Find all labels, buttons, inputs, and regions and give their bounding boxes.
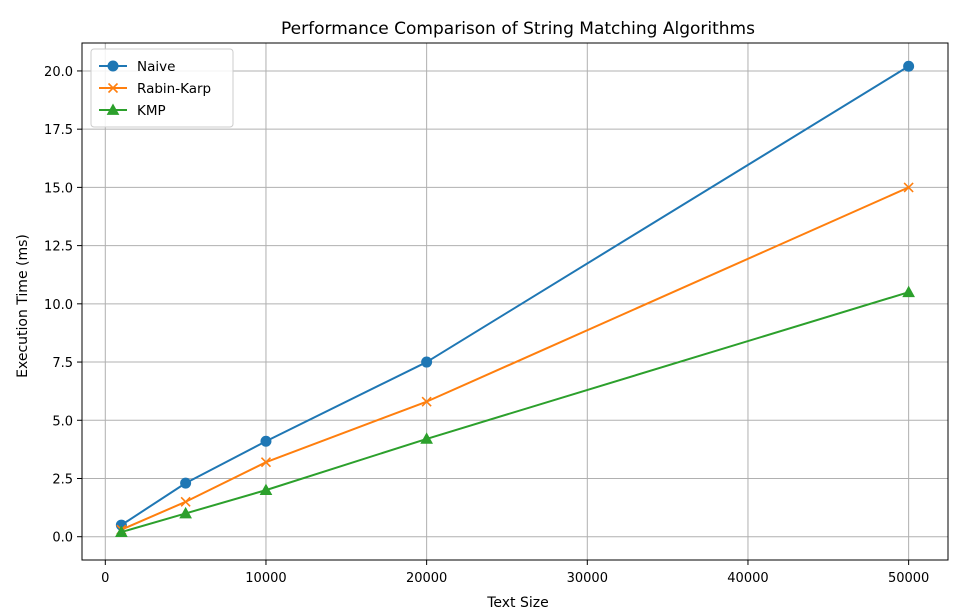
legend-item: KMP bbox=[99, 103, 166, 119]
legend: Naive Rabin-Karp KMP bbox=[90, 48, 234, 128]
legend-label: Naive bbox=[137, 59, 175, 75]
data-point bbox=[902, 285, 915, 298]
y-tick-label: 15.0 bbox=[44, 181, 73, 196]
data-point bbox=[420, 432, 433, 444]
x-axis-label: Text Size bbox=[486, 595, 549, 611]
y-tick-label: 10.0 bbox=[44, 298, 73, 313]
y-tick-label: 0.0 bbox=[52, 531, 73, 546]
tick-layer: 0 10000 20000 30000 40000 50000 0.0 2.5 5.0 7.5 10… bbox=[44, 65, 929, 586]
data-point bbox=[115, 525, 128, 537]
data-point bbox=[421, 356, 433, 368]
legend-item: Rabin-Karp bbox=[99, 81, 211, 97]
x-tick-label: 20000 bbox=[406, 571, 447, 586]
x-tick-label: 40000 bbox=[727, 571, 768, 586]
y-tick-label: 5.0 bbox=[52, 414, 73, 429]
legend-label: Rabin-Karp bbox=[137, 81, 211, 97]
legend-marker bbox=[107, 60, 119, 72]
chart-title: Performance Comparison of String Matchin… bbox=[281, 19, 755, 39]
data-point bbox=[259, 483, 273, 496]
data-point bbox=[180, 496, 191, 507]
data-point bbox=[903, 182, 914, 193]
y-tick-label: 2.5 bbox=[52, 472, 73, 487]
data-point bbox=[260, 457, 272, 468]
y-tick-label: 17.5 bbox=[44, 123, 73, 138]
data-point bbox=[260, 435, 272, 447]
y-tick-label: 7.5 bbox=[52, 356, 73, 371]
series-layer bbox=[115, 60, 915, 537]
y-axis-label: Execution Time (ms) bbox=[15, 234, 31, 378]
data-point bbox=[179, 506, 192, 519]
x-tick-label: 50000 bbox=[888, 571, 929, 586]
plot-frame bbox=[81, 42, 949, 561]
y-tick-label: 12.5 bbox=[44, 240, 73, 255]
y-tick-label: 20.0 bbox=[44, 65, 73, 80]
legend-marker bbox=[106, 103, 120, 115]
x-tick-label: 0 bbox=[101, 571, 109, 586]
x-tick-label: 10000 bbox=[245, 571, 286, 586]
legend-box bbox=[90, 48, 234, 128]
data-point bbox=[903, 60, 915, 72]
x-tick-label: 30000 bbox=[567, 571, 608, 586]
legend-marker bbox=[107, 82, 119, 94]
data-point bbox=[180, 477, 192, 489]
series-kmp bbox=[115, 285, 915, 537]
legend-label: KMP bbox=[137, 103, 166, 119]
data-point bbox=[421, 396, 432, 407]
legend-item: Naive bbox=[99, 59, 175, 75]
